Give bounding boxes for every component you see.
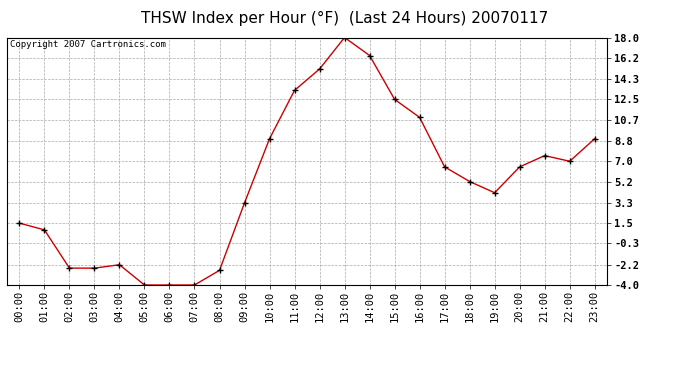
Text: Copyright 2007 Cartronics.com: Copyright 2007 Cartronics.com <box>10 40 166 49</box>
Text: THSW Index per Hour (°F)  (Last 24 Hours) 20070117: THSW Index per Hour (°F) (Last 24 Hours)… <box>141 11 549 26</box>
